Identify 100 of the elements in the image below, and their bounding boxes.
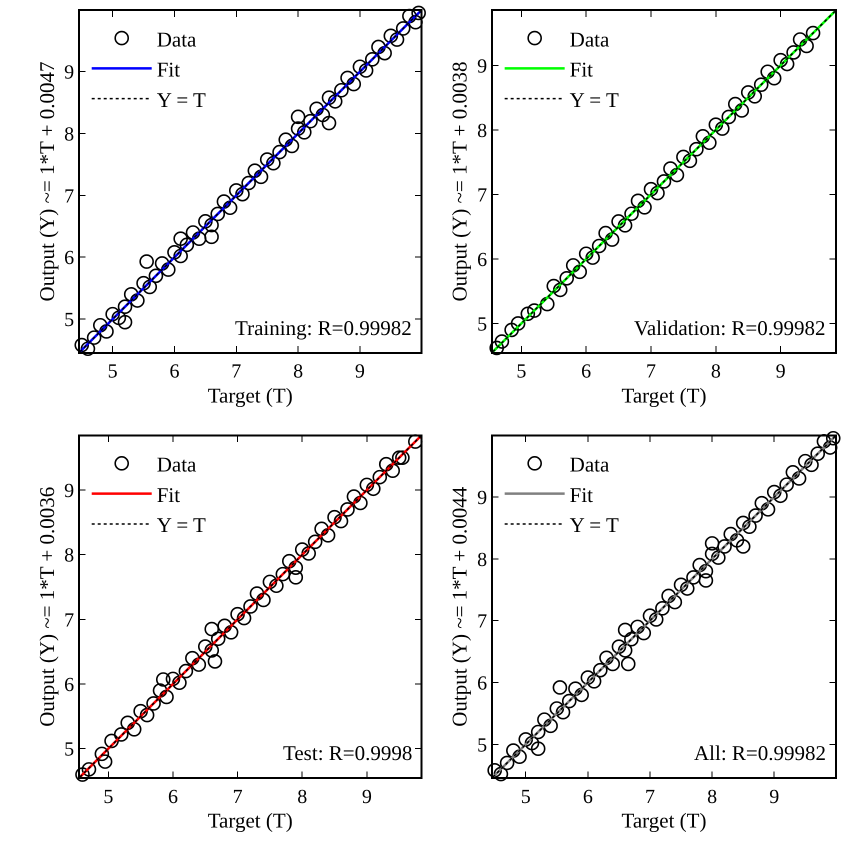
point: [618, 218, 632, 233]
y-axis-title: Output (Y) ~= 1*T + 0.0044: [448, 486, 472, 727]
point: [611, 214, 626, 229]
point: [256, 592, 271, 608]
legend-label: Y = T: [156, 88, 206, 112]
point: [527, 303, 542, 318]
point: [489, 340, 504, 356]
point: [708, 117, 724, 132]
legend-label: Fit: [156, 482, 180, 507]
y-tick-label: 9: [64, 62, 74, 84]
point: [236, 610, 252, 626]
x-tick-label: 5: [520, 786, 531, 808]
y-tick-label: 8: [64, 124, 74, 146]
point: [378, 456, 394, 472]
point: [722, 110, 736, 124]
y-tick-label: 6: [477, 248, 488, 271]
point: [559, 270, 574, 286]
legend-label: Data: [156, 27, 198, 52]
point: [510, 316, 526, 331]
point: [104, 734, 119, 748]
x-axis-title: Target (T): [621, 808, 706, 833]
point: [408, 434, 423, 449]
point: [786, 45, 801, 60]
x-axis-title: Target (T): [208, 383, 293, 408]
point: [198, 639, 213, 654]
x-tick-label: 7: [231, 360, 242, 383]
point: [146, 696, 161, 711]
point: [243, 599, 258, 614]
point: [592, 238, 606, 254]
point: [650, 186, 665, 200]
y-tick-label: 8: [477, 548, 488, 571]
point: [385, 463, 400, 478]
y-tick-label: 7: [64, 609, 74, 632]
point: [178, 664, 194, 678]
x-tick-label: 8: [710, 360, 721, 383]
y-tick-label: 7: [477, 610, 488, 633]
legend-label: Fit: [156, 58, 180, 82]
point: [630, 194, 646, 208]
y-tick-label: 8: [64, 544, 74, 567]
y-tick-label: 5: [64, 309, 74, 332]
point: [320, 528, 336, 543]
point: [250, 586, 264, 601]
point: [276, 566, 290, 582]
x-axis-title: Target (T): [208, 808, 293, 833]
annotation: Validation: R=0.99982: [634, 316, 826, 340]
point: [114, 727, 129, 742]
point: [792, 32, 808, 47]
y-axis-title: Output (Y) ~= 1*T + 0.0036: [34, 486, 59, 727]
point: [224, 625, 238, 640]
point: [754, 77, 769, 92]
point: [269, 578, 284, 594]
point: [262, 574, 278, 590]
point: [734, 103, 750, 118]
point: [133, 704, 148, 718]
y-tick-label: 5: [477, 734, 488, 756]
y-tick-label: 7: [477, 184, 488, 206]
point: [540, 296, 555, 312]
annotation: Test: R=0.9998: [283, 741, 412, 765]
point: [546, 278, 562, 294]
point: [288, 570, 304, 585]
point: [598, 226, 613, 240]
point: [98, 754, 112, 769]
x-tick-label: 8: [297, 786, 308, 808]
point: [585, 250, 600, 265]
point: [604, 232, 620, 247]
point: [230, 606, 245, 622]
point: [172, 675, 187, 690]
point: [294, 542, 310, 557]
point: [159, 690, 174, 704]
x-tick-label: 9: [776, 360, 786, 383]
point: [288, 560, 304, 575]
point: [372, 470, 388, 484]
point: [780, 56, 794, 72]
y-tick-label: 5: [64, 738, 74, 761]
x-tick-label: 8: [293, 360, 304, 383]
point: [156, 672, 171, 687]
point: [656, 174, 672, 189]
point: [644, 182, 658, 197]
point: [334, 514, 348, 528]
point: [120, 716, 136, 730]
y-axis-title: Output (Y) ~= 1*T + 0.0047: [34, 61, 59, 302]
x-tick-label: 6: [169, 360, 180, 383]
x-tick-label: 6: [168, 786, 178, 808]
point: [747, 88, 762, 104]
point: [366, 481, 381, 496]
y-tick-label: 8: [477, 120, 488, 142]
point: [715, 121, 730, 136]
x-tick-label: 5: [516, 360, 526, 383]
point: [682, 154, 698, 168]
y-tick-label: 6: [64, 674, 74, 696]
x-tick-label: 7: [646, 360, 656, 383]
point: [760, 64, 775, 80]
point: [572, 264, 587, 280]
point: [740, 85, 756, 100]
point: [166, 672, 180, 686]
point: [637, 200, 652, 215]
point: [82, 762, 96, 777]
point: [204, 622, 220, 636]
point: [494, 334, 510, 349]
y-tick-label: 6: [64, 247, 74, 270]
